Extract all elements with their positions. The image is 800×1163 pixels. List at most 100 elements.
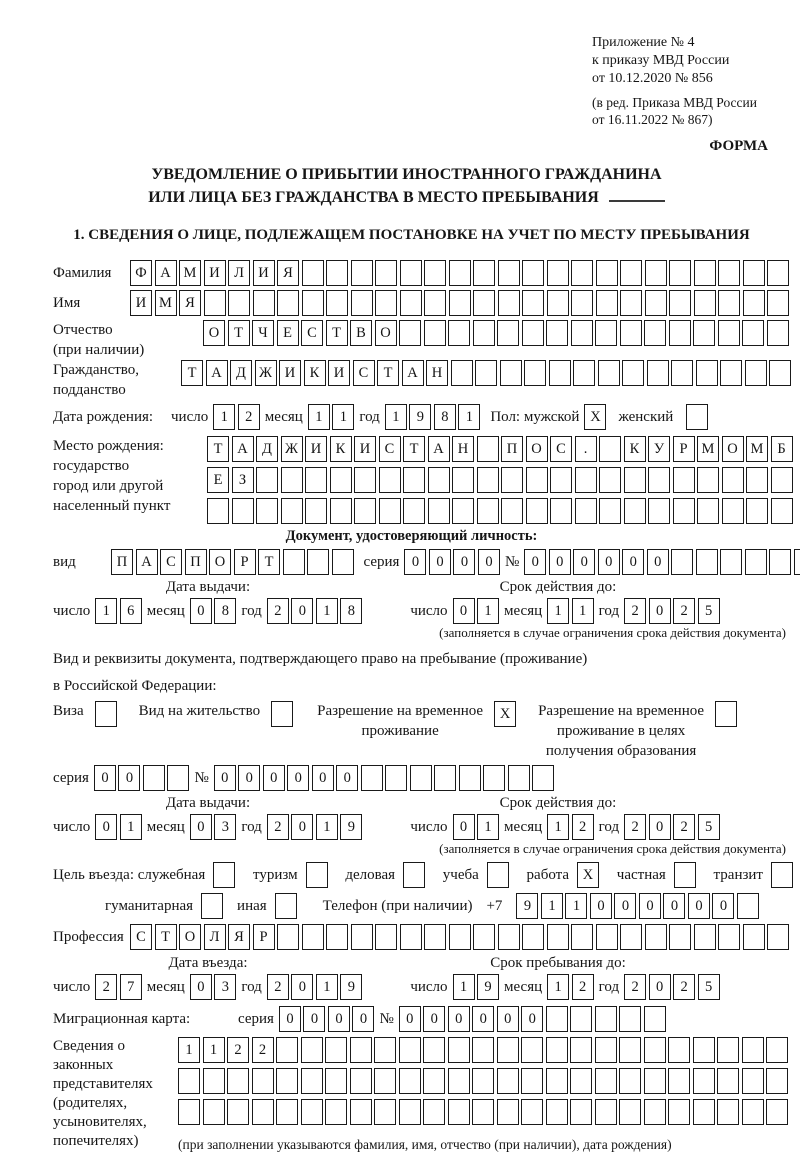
title-blank-line[interactable]	[608, 186, 665, 202]
char-box[interactable]	[350, 290, 373, 317]
char-box[interactable]	[450, 360, 473, 387]
char-box[interactable]: 1	[477, 598, 500, 625]
char-box[interactable]	[403, 498, 425, 525]
char-box[interactable]: А	[135, 549, 158, 576]
char-box[interactable]	[571, 260, 593, 287]
char-box[interactable]: 8	[214, 598, 237, 625]
char-box[interactable]	[398, 1068, 421, 1095]
char-box[interactable]: 2	[673, 814, 696, 841]
char-box[interactable]	[644, 924, 667, 951]
char-box[interactable]: 1	[452, 974, 475, 1001]
char-box[interactable]	[550, 467, 572, 494]
char-box[interactable]	[644, 290, 667, 317]
char-box[interactable]: 0	[597, 549, 620, 576]
char-box[interactable]	[399, 924, 422, 951]
char-box[interactable]: 7	[119, 974, 142, 1001]
char-box[interactable]: И	[203, 260, 226, 287]
char-box[interactable]	[744, 549, 767, 576]
char-box[interactable]: 9	[340, 974, 363, 1001]
char-box[interactable]: 0	[453, 549, 476, 576]
char-box[interactable]	[251, 1099, 274, 1126]
char-box[interactable]	[423, 1037, 445, 1064]
purpose-study-checkbox[interactable]	[486, 862, 509, 889]
char-box[interactable]: 0	[118, 765, 141, 792]
char-box[interactable]	[501, 498, 523, 525]
char-box[interactable]: 1	[565, 893, 588, 920]
char-box[interactable]	[697, 498, 719, 525]
char-box[interactable]	[736, 893, 759, 920]
char-box[interactable]	[718, 290, 740, 317]
char-box[interactable]	[398, 1099, 421, 1126]
char-box[interactable]	[423, 1068, 445, 1095]
char-box[interactable]: 0	[447, 1006, 470, 1033]
char-box[interactable]	[409, 765, 432, 792]
char-box[interactable]	[668, 1037, 690, 1064]
char-box[interactable]	[301, 924, 324, 951]
char-box[interactable]: Ф	[130, 260, 152, 287]
char-box[interactable]: О	[374, 320, 397, 347]
char-box[interactable]: Т	[207, 436, 229, 463]
char-box[interactable]	[643, 1068, 666, 1095]
char-box[interactable]	[646, 360, 669, 387]
char-box[interactable]	[570, 1068, 592, 1095]
char-box[interactable]	[594, 1068, 617, 1095]
char-box[interactable]: К	[303, 360, 326, 387]
char-box[interactable]: О	[203, 320, 225, 347]
char-box[interactable]: 0	[95, 814, 118, 841]
char-box[interactable]	[496, 1099, 519, 1126]
char-box[interactable]	[300, 1099, 323, 1126]
char-box[interactable]	[325, 1068, 347, 1095]
char-box[interactable]	[326, 260, 348, 287]
char-box[interactable]	[574, 467, 597, 494]
char-box[interactable]: И	[279, 360, 301, 387]
char-box[interactable]: 0	[638, 893, 661, 920]
char-box[interactable]	[742, 320, 764, 347]
char-box[interactable]: Ч	[252, 320, 274, 347]
char-box[interactable]: 2	[673, 974, 696, 1001]
char-box[interactable]: 1	[307, 404, 330, 431]
char-box[interactable]	[692, 1037, 715, 1064]
char-box[interactable]: 0	[311, 765, 334, 792]
char-box[interactable]	[227, 1099, 249, 1126]
char-box[interactable]: М	[697, 436, 719, 463]
char-box[interactable]	[472, 1099, 494, 1126]
char-box[interactable]	[329, 467, 352, 494]
char-box[interactable]	[521, 1068, 543, 1095]
char-box[interactable]	[717, 1068, 739, 1095]
char-box[interactable]	[499, 360, 522, 387]
char-box[interactable]: 2	[266, 814, 289, 841]
char-box[interactable]: 0	[687, 893, 710, 920]
char-box[interactable]	[594, 1006, 617, 1033]
char-box[interactable]: 2	[237, 404, 260, 431]
char-box[interactable]: 0	[336, 765, 359, 792]
char-box[interactable]	[497, 260, 520, 287]
char-box[interactable]: Е	[276, 320, 299, 347]
char-box[interactable]	[375, 290, 397, 317]
char-box[interactable]: Р	[672, 436, 695, 463]
char-box[interactable]: Т	[227, 320, 250, 347]
char-box[interactable]	[458, 765, 481, 792]
char-box[interactable]: Я	[179, 290, 201, 317]
char-box[interactable]: 0	[589, 893, 612, 920]
char-box[interactable]	[746, 498, 768, 525]
char-box[interactable]	[378, 498, 401, 525]
char-box[interactable]: 0	[452, 814, 475, 841]
char-box[interactable]	[695, 549, 718, 576]
char-box[interactable]	[570, 1037, 592, 1064]
char-box[interactable]: 0	[404, 549, 427, 576]
char-box[interactable]	[399, 290, 422, 317]
char-box[interactable]	[476, 436, 499, 463]
char-box[interactable]	[546, 320, 568, 347]
char-box[interactable]: 0	[189, 598, 212, 625]
char-box[interactable]: Д	[256, 436, 278, 463]
char-box[interactable]	[742, 924, 765, 951]
char-box[interactable]: 2	[227, 1037, 249, 1064]
char-box[interactable]: 1	[202, 1037, 225, 1064]
char-box[interactable]	[619, 1068, 641, 1095]
char-box[interactable]: П	[184, 549, 207, 576]
char-box[interactable]	[522, 260, 544, 287]
char-box[interactable]	[301, 290, 324, 317]
char-box[interactable]	[574, 498, 597, 525]
char-box[interactable]	[599, 436, 621, 463]
char-box[interactable]	[472, 1037, 494, 1064]
